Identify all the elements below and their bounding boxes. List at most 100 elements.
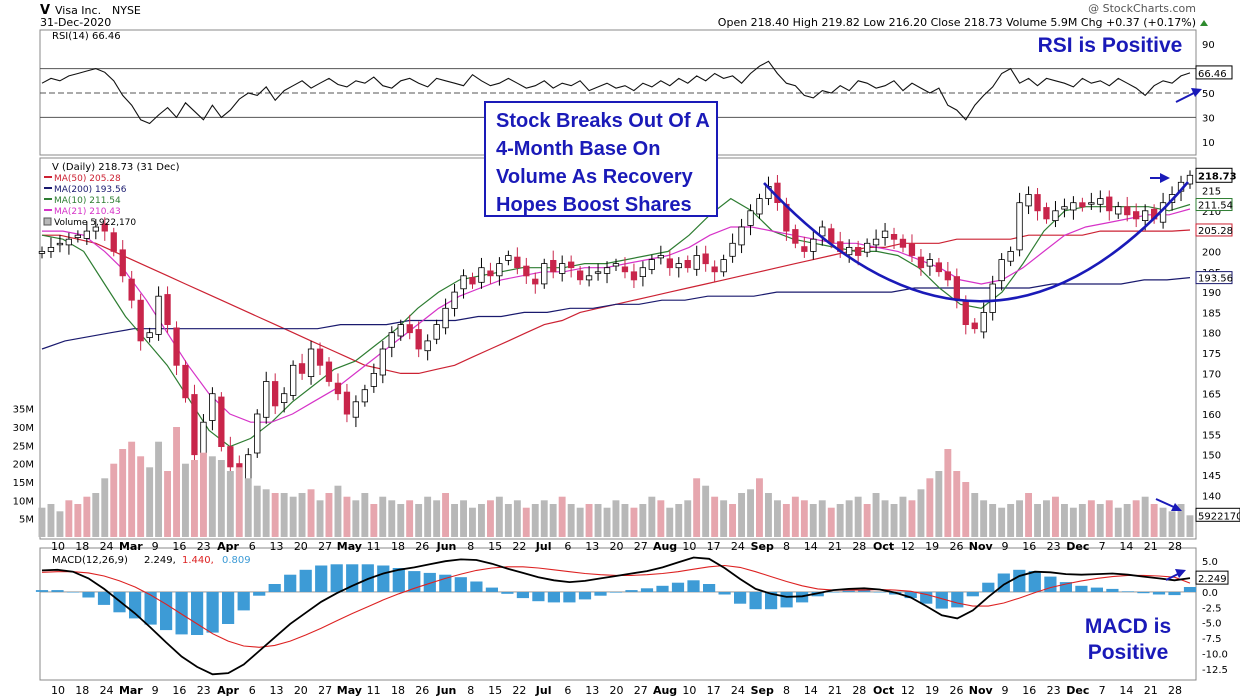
candle-body [1142, 210, 1149, 222]
macd-histogram-bar [253, 592, 266, 596]
x-axis-label-bottom: 21 [828, 684, 842, 697]
x-axis-label-bottom: Oct [873, 684, 894, 697]
x-axis-label-bottom: 13 [270, 684, 284, 697]
candle-body [83, 230, 90, 239]
volume-bar [693, 478, 701, 537]
volume-bar [980, 500, 988, 537]
ma-legend-label: MA(50) 205.28 [54, 174, 121, 184]
macd-tick-label: -12.5 [1202, 665, 1228, 676]
candle-body [1088, 202, 1095, 205]
candle-body [612, 263, 620, 267]
x-axis-label-bottom: Apr [217, 684, 239, 697]
macd-last-value-box [1195, 570, 1229, 585]
volume-bar [989, 504, 997, 537]
rsi-tick-label: 50 [1202, 89, 1215, 100]
x-axis-label: 23 [1047, 540, 1061, 553]
macd-histogram-bar [284, 574, 297, 592]
rsi-last-value-box [1195, 65, 1233, 80]
x-axis-label-bottom: 23 [1047, 684, 1061, 697]
volume-bar [1177, 504, 1185, 537]
volume-bar [1132, 500, 1140, 537]
macd-tick-label: 0.0 [1202, 588, 1218, 599]
candle-body [128, 278, 135, 301]
macd-histogram-bar [330, 564, 343, 592]
candle-body [182, 364, 189, 399]
x-axis-label-bottom: 10 [682, 684, 696, 697]
candle-body [209, 393, 216, 421]
x-axis-label: Mar [119, 540, 143, 553]
volume-bar [316, 500, 324, 537]
macd-histogram-bar [842, 590, 855, 592]
volume-tick-label: 15M [13, 478, 34, 489]
macd-tick-label: 5.0 [1202, 557, 1218, 568]
candle-body [316, 348, 324, 366]
candle-body [433, 324, 440, 340]
candle-body [1034, 194, 1041, 212]
volume-bar [782, 504, 790, 537]
macd-histogram-bar [594, 592, 607, 596]
volume-bar [549, 504, 557, 537]
candle-body [1079, 202, 1086, 208]
volume-bar [307, 489, 315, 537]
macd-histogram-bar [904, 592, 917, 599]
candle-body [388, 332, 395, 348]
candle-body [343, 391, 351, 415]
candle-body [298, 363, 306, 374]
ma-value-box [1195, 198, 1233, 212]
candle-body [962, 301, 969, 325]
x-axis-labels: 10 10 18 18 24 24 Mar Mar 9 9 16 16 23 23 Apr Apr 6 6 13 13… [51, 540, 1182, 697]
volume-bar [1061, 504, 1068, 537]
candle-body [577, 270, 584, 281]
price-tick-label: 145 [1202, 471, 1221, 482]
x-axis-label-bottom: Mar [119, 684, 143, 697]
macd-histogram-bar [516, 592, 529, 599]
candle-body [926, 259, 933, 267]
macd-histogram-bar [1075, 585, 1088, 592]
candle-body [828, 228, 835, 244]
volume-bar [729, 504, 736, 537]
volume-bar [675, 504, 683, 537]
x-axis-label: 26 [415, 540, 429, 553]
breakout-line-3: Volume As Recovery [496, 166, 693, 188]
candle-body [101, 223, 108, 232]
candle-body [864, 242, 871, 253]
candle-body [711, 266, 718, 273]
volume-bar [926, 478, 934, 537]
candle-body [908, 243, 916, 256]
ma-value-label: 211.54 [1198, 201, 1233, 212]
volume-bar [424, 496, 432, 537]
volume-bar [361, 493, 369, 537]
candle-body [1106, 196, 1113, 212]
candle-body [657, 255, 664, 259]
volume-bar [738, 493, 745, 537]
macd-legend-title: MACD(12,26,9) [52, 555, 128, 566]
candle-body [155, 295, 162, 335]
macd-histogram-bar [423, 572, 436, 592]
candle-body [469, 277, 476, 285]
candle-body [953, 276, 960, 301]
macd-histogram-bar [547, 592, 560, 603]
breakout-annotation-box: Stock Breaks Out Of A 4-Month Base On Vo… [484, 101, 718, 217]
macd-histogram-bar [734, 592, 747, 604]
volume-bar [1007, 504, 1015, 537]
candle-body [1115, 206, 1122, 215]
x-axis-label-bottom: 11 [367, 684, 381, 697]
volume-tick-label: 35M [13, 405, 34, 416]
volume-bar [406, 500, 414, 537]
company-name: Visa Inc. [55, 4, 101, 17]
x-axis-label: 15 [488, 540, 502, 553]
price-tick-label: 170 [1202, 369, 1221, 380]
macd-histogram-bar [982, 582, 995, 592]
volume-bar [289, 496, 297, 537]
candle-body [92, 226, 99, 232]
volume-bar [585, 504, 593, 537]
candle-body [442, 307, 449, 329]
volume-bar [504, 504, 512, 537]
candle-body [693, 255, 700, 270]
x-axis-label-bottom: 20 [294, 684, 308, 697]
breakout-line-1: Stock Breaks Out Of A [496, 110, 710, 132]
volume-bar [226, 471, 234, 537]
candle-body [218, 396, 225, 447]
cup-base-curve [763, 181, 1189, 303]
